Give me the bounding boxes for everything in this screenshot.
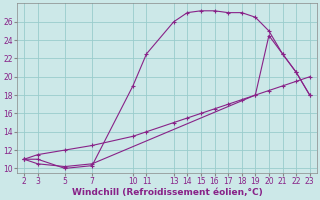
X-axis label: Windchill (Refroidissement éolien,°C): Windchill (Refroidissement éolien,°C) <box>72 188 262 197</box>
